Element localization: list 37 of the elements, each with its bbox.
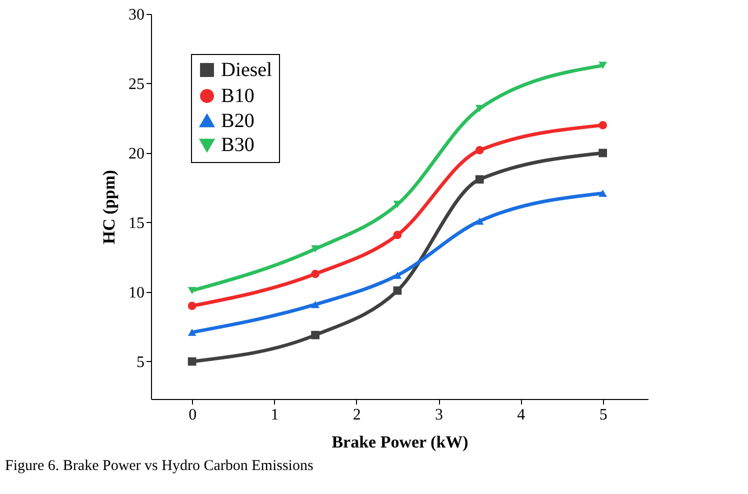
y-tick-label: 15 <box>128 214 144 232</box>
x-tick-label: 2 <box>352 406 361 424</box>
point <box>188 286 196 294</box>
y-axis-title: HC (ppm) <box>100 170 118 244</box>
point <box>311 270 320 278</box>
point <box>475 217 484 225</box>
legend-label: B30 <box>221 134 254 156</box>
legend-label: Diesel <box>221 59 273 81</box>
x-axis-title: Brake Power (kW) <box>332 432 468 452</box>
legend-label: B10 <box>221 85 254 107</box>
point <box>311 245 320 253</box>
point <box>475 175 484 184</box>
y-tick-label: 25 <box>128 76 144 93</box>
x-tick-label: 3 <box>435 406 444 424</box>
point <box>393 272 402 279</box>
point <box>311 300 320 308</box>
x-tick-label: 1 <box>270 406 279 424</box>
point <box>393 230 402 240</box>
y-tick-label: 10 <box>128 284 144 302</box>
point <box>311 330 320 340</box>
legend-label: B20 <box>221 110 254 132</box>
x-tick-label: 4 <box>517 406 526 424</box>
x-tick-label: 0 <box>188 406 197 424</box>
point <box>188 302 196 310</box>
point <box>475 146 484 154</box>
point <box>188 357 196 366</box>
point <box>598 121 607 130</box>
point <box>598 148 607 158</box>
y-tick-label: 5 <box>136 354 144 371</box>
point <box>598 190 607 197</box>
x-tick-label: 5 <box>599 406 608 424</box>
y-tick-label: 20 <box>128 145 144 162</box>
caption: Figure 6. Brake Power vs Hydro Carbon Emissions <box>5 458 314 474</box>
y-tick-label: 30 <box>128 6 144 24</box>
point <box>393 286 402 295</box>
point <box>598 62 607 70</box>
point <box>188 328 196 336</box>
